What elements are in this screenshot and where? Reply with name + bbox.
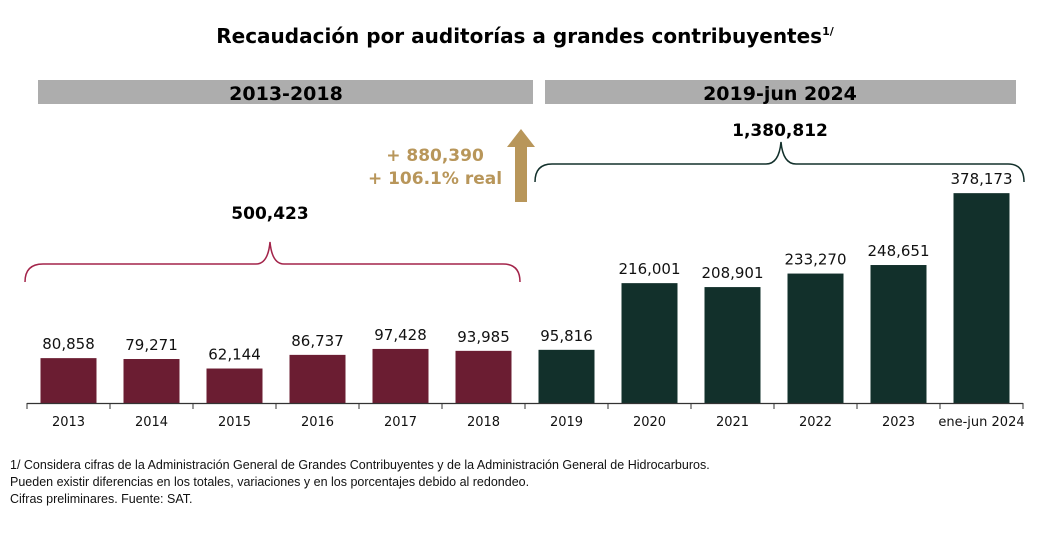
period-label-1: 2013-2018 — [229, 83, 343, 105]
bar-2018 — [455, 350, 512, 403]
footnote: Pueden existir diferencias en los totale… — [10, 475, 530, 489]
footnotes: 1/ Considera cifras de la Administración… — [10, 457, 710, 508]
data-label: 93,985 — [457, 328, 510, 346]
bar-2016 — [289, 354, 346, 403]
period-band-1 — [38, 80, 533, 104]
data-label: 97,428 — [374, 326, 427, 344]
bar-2023 — [870, 265, 927, 403]
bar-chart: Recaudación por auditorías a grandes con… — [24, 24, 1025, 430]
x-tick-label: 2023 — [882, 415, 915, 430]
footnote: Cifras preliminares. Fuente: SAT. — [10, 492, 193, 506]
x-tick-label: 2021 — [716, 415, 749, 430]
bar-ene-jun 2024 — [953, 193, 1010, 403]
bar-2014 — [123, 359, 180, 403]
x-tick-label: 2013 — [52, 415, 85, 430]
x-tick-label: 2019 — [550, 415, 583, 430]
x-tick-label: 2014 — [135, 415, 168, 430]
bar-2020 — [621, 283, 678, 403]
data-label: 233,270 — [784, 251, 846, 269]
data-label: 248,651 — [867, 242, 929, 260]
period-label-2: 2019-jun 2024 — [703, 83, 857, 105]
footnote: 1/ Considera cifras de la Administración… — [10, 458, 710, 472]
x-tick-label: 2015 — [218, 415, 251, 430]
bar-2021 — [704, 287, 761, 403]
period-total-2: 1,380,812 — [732, 121, 828, 141]
x-tick-label: 2018 — [467, 415, 500, 430]
bar-2013 — [40, 358, 97, 403]
period-band-2 — [545, 80, 1016, 104]
data-label: 378,173 — [950, 170, 1012, 188]
increase-percent: + 106.1% real — [368, 169, 502, 189]
data-label: 86,737 — [291, 332, 344, 350]
bar-2015 — [206, 368, 263, 403]
x-tick-label: 2020 — [633, 415, 666, 430]
x-tick-label: 2022 — [799, 415, 832, 430]
period-total-1: 500,423 — [231, 204, 308, 224]
bracket-2019-2024 — [534, 141, 1025, 183]
bracket-2013-2018 — [24, 241, 521, 283]
x-tick-label: ene-jun 2024 — [938, 415, 1024, 430]
bar-2022 — [787, 273, 844, 403]
data-label: 62,144 — [208, 346, 261, 364]
bar-2017 — [372, 348, 429, 403]
bar-2019 — [538, 349, 595, 403]
increase-amount: + 880,390 — [386, 146, 484, 166]
data-label: 79,271 — [125, 336, 178, 354]
x-tick-label: 2017 — [384, 415, 417, 430]
data-label: 208,901 — [701, 264, 763, 282]
data-label: 80,858 — [42, 335, 95, 353]
data-label: 95,816 — [540, 327, 593, 345]
x-tick-label: 2016 — [301, 415, 334, 430]
chart-title: Recaudación por auditorías a grandes con… — [216, 24, 835, 48]
data-label: 216,001 — [618, 260, 680, 278]
increase-arrow-icon — [507, 129, 535, 202]
